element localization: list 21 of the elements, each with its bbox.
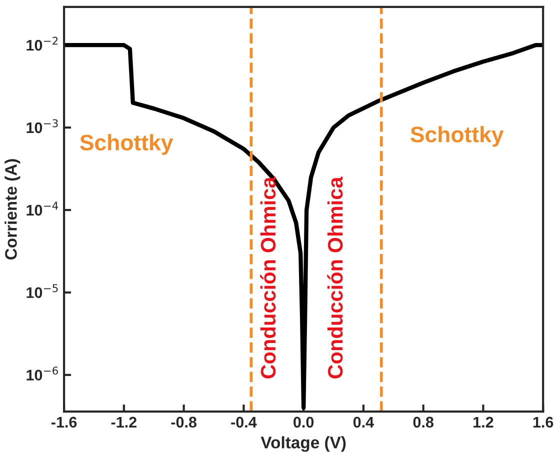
y-tick-label: 10$^{−3}$	[26, 119, 58, 134]
x-tick-label: -1.2	[111, 416, 136, 428]
x-tick-label: 1.2	[474, 416, 494, 428]
x-tick-label: -0.8	[171, 416, 197, 428]
x-axis-title: Voltage (V)	[260, 436, 346, 452]
annotation: Conducción Ohmica	[260, 176, 276, 378]
y-tick-label: 10$^{−2}$	[26, 36, 58, 51]
x-tick-label: -1.6	[51, 416, 77, 428]
x-tick-label: -0.4	[231, 416, 257, 428]
annotation: Schottky	[410, 126, 504, 147]
x-tick-label: 0.0	[294, 416, 314, 428]
y-tick-label: 10$^{−4}$	[26, 202, 58, 216]
x-tick-label: 0.8	[413, 416, 434, 428]
y-axis-title: Corriente (A)	[4, 159, 20, 260]
annotation: Conducción Ohmica	[327, 176, 343, 378]
line-series	[64, 43, 544, 410]
annotation: Schottky	[80, 134, 174, 155]
y-tick-label: 10$^{−5}$	[26, 284, 58, 298]
x-tick-label: 1.6	[533, 416, 554, 428]
y-tick-label: 10$^{−6}$	[26, 366, 58, 381]
x-tick-label: 0.4	[353, 416, 374, 428]
